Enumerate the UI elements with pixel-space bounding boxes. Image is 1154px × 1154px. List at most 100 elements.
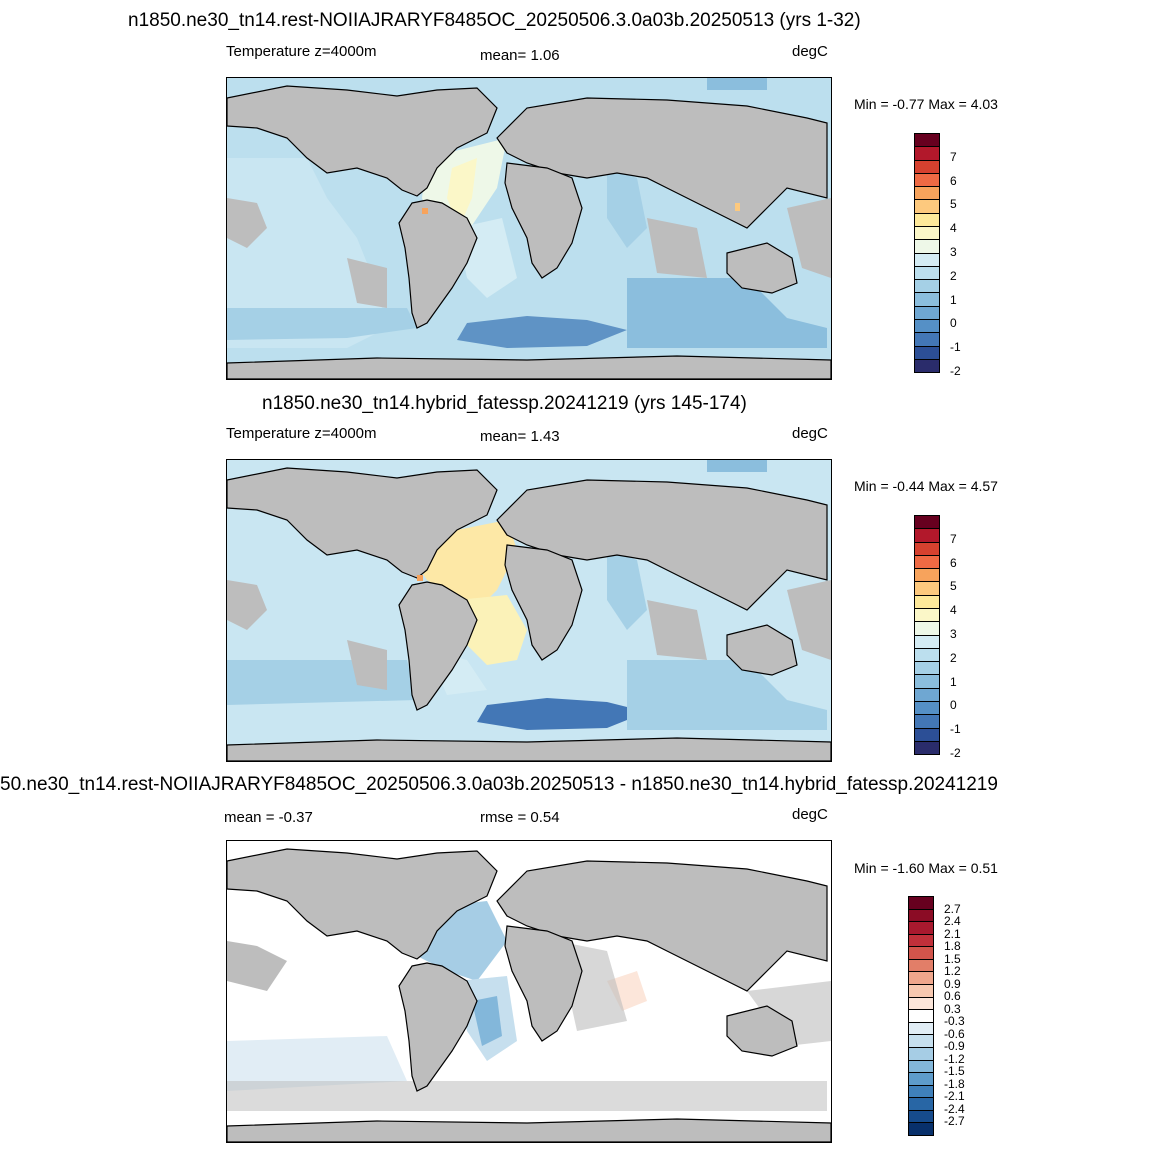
colorbar-tick-label: 5 — [950, 197, 957, 212]
colorbar-tick-label: 2.7 — [944, 901, 961, 916]
colorbar-swatch — [915, 346, 939, 360]
colorbar-swatch — [915, 675, 939, 689]
panel3-colorbar — [908, 896, 934, 1136]
colorbar-tick-label: 2.4 — [944, 914, 961, 929]
colorbar-swatch — [909, 897, 933, 910]
colorbar-tick-label: -1.5 — [944, 1064, 965, 1079]
colorbar-swatch — [909, 1060, 933, 1074]
colorbar-tick-label: 3 — [950, 627, 957, 641]
panel1-map-field — [227, 78, 831, 379]
panel2-map-field — [227, 460, 831, 761]
colorbar-tick-label: -2.4 — [944, 1101, 965, 1116]
colorbar-swatch — [909, 909, 933, 923]
colorbar-tick-label: 7 — [950, 531, 957, 546]
colorbar-swatch — [909, 972, 933, 986]
colorbar-swatch — [915, 319, 939, 334]
colorbar-swatch — [915, 595, 939, 609]
colorbar-tick-label: 6 — [950, 555, 957, 570]
colorbar-swatch — [915, 226, 939, 241]
colorbar-swatch — [909, 934, 933, 948]
colorbar-swatch — [915, 542, 939, 556]
colorbar-swatch — [909, 1098, 933, 1111]
colorbar-swatch — [915, 701, 939, 716]
colorbar-tick-label: 0 — [950, 698, 957, 713]
colorbar-swatch — [915, 200, 939, 214]
colorbar-swatch — [915, 134, 939, 148]
colorbar-tick-label: 1.5 — [944, 951, 961, 966]
panel2-variable-label: Temperature z=4000m — [226, 425, 377, 442]
panel2-units-label: degC — [792, 425, 828, 442]
panel1-title: n1850.ne30_tn14.rest-NOIIAJRARYF8485OC_2… — [128, 10, 861, 31]
colorbar-swatch — [915, 622, 939, 636]
colorbar-swatch — [915, 240, 939, 254]
panel2-map — [226, 459, 832, 762]
colorbar-swatch — [909, 1035, 933, 1048]
colorbar-tick-label: 2 — [950, 650, 957, 665]
colorbar-swatch — [915, 648, 939, 663]
colorbar-swatch — [915, 728, 939, 742]
colorbar-tick-label: -0.6 — [944, 1026, 965, 1041]
colorbar-swatch — [909, 922, 933, 935]
colorbar-swatch — [909, 1047, 933, 1061]
colorbar-tick-label: 0.6 — [944, 989, 961, 1004]
colorbar-tick-label: 0.9 — [944, 976, 961, 991]
panel1-colorbar — [914, 133, 940, 373]
panel1-variable-label: Temperature z=4000m — [226, 43, 377, 60]
panel2-colorbar — [914, 515, 940, 755]
panel3-title: 50.ne30_tn14.rest-NOIIAJRARYF8485OC_2025… — [0, 774, 998, 795]
colorbar-tick-label: 1.2 — [944, 964, 961, 979]
colorbar-swatch — [909, 1110, 933, 1124]
panel2-minmax: Min = -0.44 Max = 4.57 — [854, 478, 998, 494]
colorbar-tick-label: 2.1 — [944, 926, 961, 941]
panel3-map — [226, 840, 832, 1143]
colorbar-tick-label: -1.2 — [944, 1051, 965, 1066]
colorbar-tick-label: -2 — [950, 746, 961, 760]
colorbar-tick-label: 0 — [950, 316, 957, 331]
colorbar-swatch — [915, 516, 939, 530]
colorbar-swatch — [909, 959, 933, 973]
panel1-mean-label: mean= 1.06 — [480, 47, 560, 64]
colorbar-tick-label: -1 — [950, 722, 961, 737]
colorbar-swatch — [915, 359, 939, 373]
panel1-units-label: degC — [792, 43, 828, 60]
colorbar-tick-label: 1.8 — [944, 939, 961, 954]
colorbar-swatch — [915, 187, 939, 201]
colorbar-swatch — [909, 1022, 933, 1036]
colorbar-tick-label: -2.1 — [944, 1089, 965, 1104]
colorbar-tick-label: 6 — [950, 173, 957, 188]
panel3-minmax: Min = -1.60 Max = 0.51 — [854, 860, 998, 876]
colorbar-tick-label: 3 — [950, 245, 957, 259]
panel3-rmse-label: rmse = 0.54 — [480, 809, 560, 826]
colorbar-tick-label: -2.7 — [944, 1114, 965, 1129]
colorbar-swatch — [909, 1123, 933, 1135]
panel1-map — [226, 77, 832, 380]
colorbar-tick-label: 7 — [950, 149, 957, 164]
colorbar-swatch — [915, 173, 939, 188]
colorbar-swatch — [915, 293, 939, 307]
panel2-title: n1850.ne30_tn14.hybrid_fatessp.20241219 … — [262, 393, 747, 414]
colorbar-tick-label: 2 — [950, 268, 957, 283]
colorbar-swatch — [915, 280, 939, 294]
colorbar-swatch — [915, 608, 939, 623]
colorbar-swatch — [915, 688, 939, 702]
panel3-map-field — [227, 841, 831, 1142]
colorbar-tick-label: 1 — [950, 292, 957, 307]
colorbar-swatch — [915, 147, 939, 161]
colorbar-swatch — [915, 741, 939, 755]
colorbar-swatch — [915, 569, 939, 583]
colorbar-swatch — [909, 985, 933, 998]
colorbar-tick-label: 5 — [950, 579, 957, 594]
colorbar-swatch — [915, 529, 939, 543]
colorbar-tick-label: -2 — [950, 364, 961, 378]
panel1-minmax: Min = -0.77 Max = 4.03 — [854, 96, 998, 112]
colorbar-swatch — [915, 715, 939, 729]
colorbar-tick-label: 4 — [950, 603, 957, 618]
colorbar-swatch — [915, 635, 939, 649]
colorbar-swatch — [915, 662, 939, 676]
colorbar-swatch — [915, 160, 939, 174]
panel3-units-label: degC — [792, 806, 828, 823]
colorbar-swatch — [915, 253, 939, 267]
colorbar-swatch — [915, 266, 939, 281]
colorbar-swatch — [909, 1073, 933, 1086]
colorbar-swatch — [915, 333, 939, 347]
